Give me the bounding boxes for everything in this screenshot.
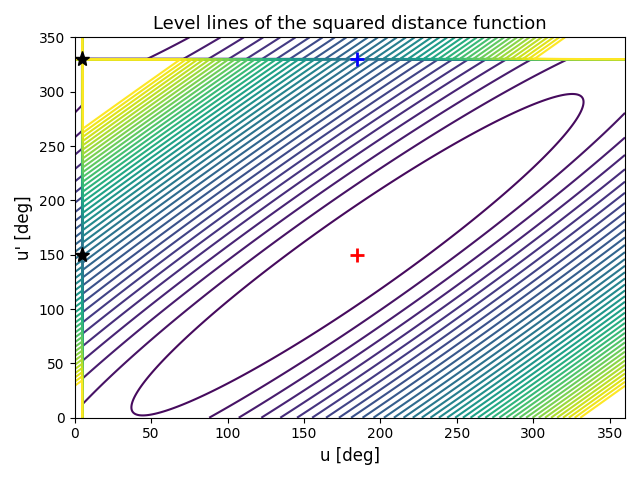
Title: Level lines of the squared distance function: Level lines of the squared distance func… (153, 15, 547, 33)
X-axis label: u [deg]: u [deg] (320, 447, 380, 465)
Y-axis label: u' [deg]: u' [deg] (15, 195, 33, 260)
